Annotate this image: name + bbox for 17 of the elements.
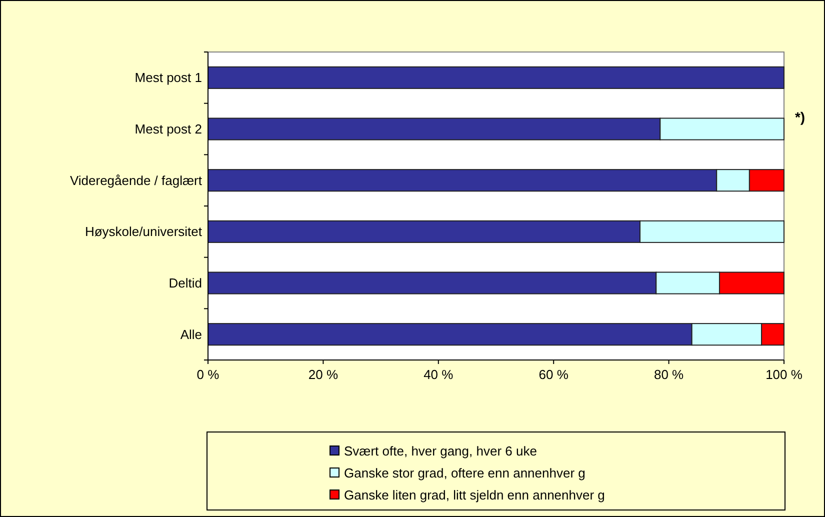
- text: *): [794, 109, 806, 125]
- x-tick-label: 40 %: [424, 367, 454, 382]
- x-tick-label: 20 %: [308, 367, 338, 382]
- x-tick-label: 0 %: [196, 367, 220, 382]
- x-tick-label: 80 %: [654, 367, 684, 382]
- y-tick-label: Mest post 2: [134, 122, 202, 136]
- bar: [208, 66, 784, 89]
- legend-label: Ganske stor grad, oftere enn annenhver g: [344, 466, 586, 480]
- x-tick-label: 100 %: [766, 367, 803, 382]
- legend-label: Ganske liten grad, litt sjeldn enn annenhver g: [344, 488, 605, 502]
- y-tick-label: Høyskole/universitet: [84, 224, 202, 240]
- y-tick-label: Deltid: [168, 276, 202, 290]
- y-tick-label: Mest post 1: [134, 70, 202, 86]
- x-tick-label: 60 %: [538, 367, 569, 382]
- y-tick-label: Alle: [180, 326, 202, 342]
- y-tick-label: Videregående / faglært: [70, 172, 202, 188]
- legend-label: Svært ofte, hver gang, hver 6 uke: [344, 444, 537, 458]
